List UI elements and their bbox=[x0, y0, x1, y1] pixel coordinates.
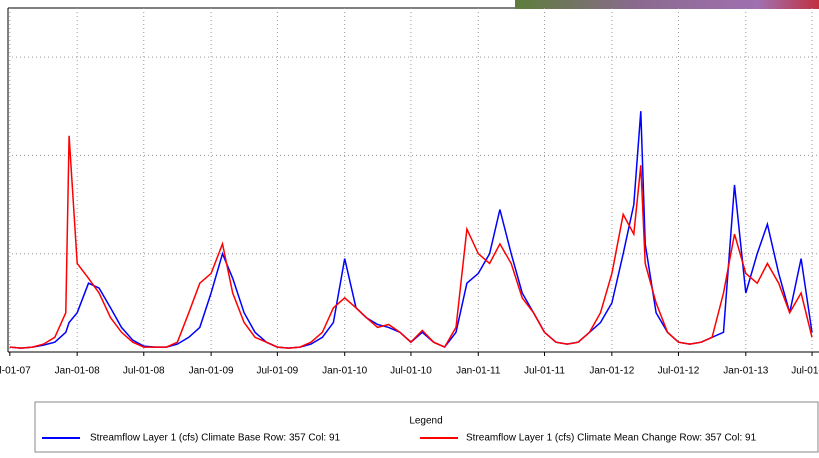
x-tick-label: Jul-01-12 bbox=[658, 366, 700, 377]
x-tick-label: Jul-01-10 bbox=[390, 366, 432, 377]
x-tick-label: Jan-01-12 bbox=[589, 366, 634, 377]
x-tick-label: Jan-01-11 bbox=[456, 366, 501, 377]
plot-lines bbox=[9, 111, 813, 349]
x-tick-label: Jan-01-13 bbox=[723, 366, 768, 377]
x-tick-label: Jan-01-10 bbox=[322, 366, 367, 377]
x-tick-label: Jan-01-08 bbox=[55, 366, 100, 377]
legend-label: Streamflow Layer 1 (cfs) Climate Mean Ch… bbox=[466, 433, 757, 444]
legend-label: Streamflow Layer 1 (cfs) Climate Base Ro… bbox=[90, 433, 341, 444]
legend-box bbox=[34, 401, 819, 453]
x-tick-label: Jul-01-09 bbox=[257, 366, 299, 377]
legend-title: Legend bbox=[409, 416, 442, 427]
x-tick-label: Jul-01-07 bbox=[0, 366, 31, 377]
x-tick-label: Jul-01-08 bbox=[123, 366, 165, 377]
map-thumbnail bbox=[515, 0, 819, 9]
x-ticks: Jul-01-07 Jan-01-08 Jul-01-08 Jan-01-09 Jul-… bbox=[0, 352, 819, 377]
x-tick-label: Jan-01-09 bbox=[189, 366, 234, 377]
x-tick-label: Jul-01-13 bbox=[791, 366, 819, 377]
x-tick-label: Jul-01-11 bbox=[524, 366, 565, 377]
series-line bbox=[9, 135, 813, 349]
legend: Streamflow Layer 1 (cfs) Climate Base Ro… bbox=[42, 433, 757, 444]
grid bbox=[8, 8, 819, 352]
